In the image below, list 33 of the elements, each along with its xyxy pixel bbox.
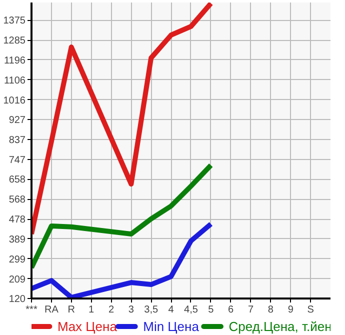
x-tick-label: 3,5 — [144, 304, 158, 316]
y-tick-label: 1196 — [4, 55, 26, 66]
y-tick-label: 837 — [8, 135, 26, 146]
y-tick-label: 927 — [8, 115, 26, 126]
y-tick-label: 1375 — [3, 16, 26, 27]
y-tick-label: 1016 — [3, 95, 26, 106]
x-tick-label: 4,5 — [184, 304, 198, 316]
y-tick-label: 658 — [8, 174, 26, 186]
x-tick-label: R — [68, 304, 75, 316]
y-tick-label: 1106 — [4, 75, 26, 86]
x-tick-label: 8 — [268, 304, 274, 316]
y-tick-label: 209 — [8, 274, 26, 286]
legend-label: Min Цена — [143, 319, 200, 334]
x-tick-label: S — [307, 304, 314, 316]
legend-label: Max Цена — [58, 319, 118, 334]
y-tick-label: 389 — [8, 234, 26, 246]
x-tick-label: 4 — [168, 304, 174, 316]
x-tick-label: RA — [44, 304, 59, 316]
x-tick-label: *** — [26, 304, 38, 316]
y-tick-label: 120 — [8, 294, 26, 305]
x-tick-label: 7 — [248, 304, 254, 316]
legend-label: Сред.Цена, т.йен — [228, 319, 332, 334]
y-tick-label: 299 — [8, 254, 26, 266]
x-tick-label: 3 — [128, 304, 134, 316]
x-tick-label: 5 — [208, 304, 214, 316]
x-tick-label: 9 — [288, 304, 294, 316]
y-tick-label: 478 — [8, 214, 26, 226]
y-tick-label: 568 — [8, 194, 26, 206]
x-tick-label: 1 — [88, 304, 95, 316]
y-tick-label: 1285 — [3, 36, 26, 47]
y-tick-label: 747 — [8, 154, 26, 166]
x-tick-label: 2 — [108, 304, 114, 316]
x-tick-label: 6 — [228, 304, 234, 316]
